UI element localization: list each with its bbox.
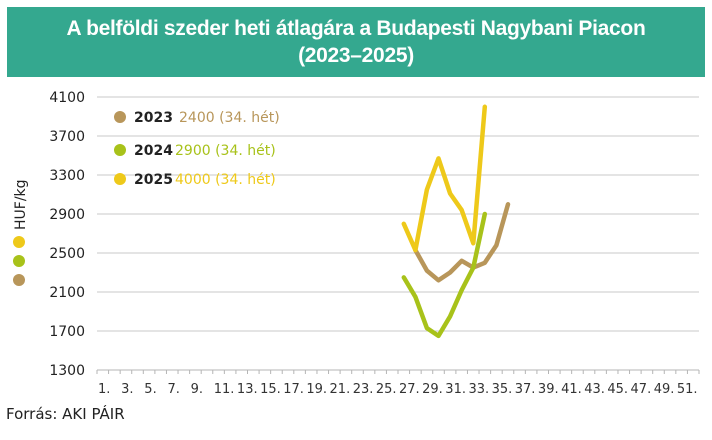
x-tick-label: 47. (631, 382, 652, 397)
y-tick-label: 1300 (49, 363, 85, 379)
x-tick-label: 29. (422, 382, 443, 397)
x-tick-label: 33. (468, 382, 489, 397)
series-line-2025 (401, 104, 488, 253)
legend-value-2024: 2900 (34. hét) (175, 143, 276, 159)
data-series (401, 104, 511, 339)
x-tick-label: 27. (399, 382, 420, 397)
x-tick-label: 39. (538, 382, 559, 397)
x-tick-label: 13. (237, 382, 258, 397)
y-tick-label: 2900 (49, 207, 85, 223)
legend-marker-2024 (114, 144, 126, 156)
gridlines (97, 96, 699, 332)
x-tick-label: 31. (445, 382, 466, 397)
x-tick-label: 7. (167, 382, 179, 397)
series-line-2024 (401, 211, 488, 339)
y-label-color-dot (13, 236, 25, 248)
x-tick-label: 11. (214, 382, 235, 397)
y-axis-label: HUF/kg (13, 179, 29, 286)
x-tick-label: 51. (677, 382, 698, 397)
x-tick-label: 23. (353, 382, 374, 397)
x-tick-label: 19. (306, 382, 327, 397)
x-tick-label: 9. (191, 382, 203, 397)
x-tick-label: 17. (283, 382, 304, 397)
x-tick-label: 25. (376, 382, 397, 397)
x-axis: 1. 3. 5. 7. 9. 11. 13. 15. 17. 19. 21. 23. 25. 27. 29.… (96, 369, 700, 397)
legend: 2023 2400 (34. hét) 2024 2900 (34. hét)2025… (114, 110, 280, 188)
source-note: Forrás: AKI PÁIR (6, 405, 125, 423)
y-tick-label: 2500 (49, 246, 85, 262)
x-tick-label: 1. (98, 382, 110, 397)
legend-marker-2025 (114, 173, 126, 185)
legend-marker-2023 (114, 111, 126, 123)
y-axis-title: HUF/kg (13, 179, 29, 230)
y-tick-label: 1700 (49, 324, 85, 340)
x-tick-label: 45. (607, 382, 628, 397)
legend-value-2025: 4000 (34. hét) (175, 172, 276, 188)
y-tick-label: 4100 (49, 90, 85, 106)
chart-title-bar: A belföldi szeder heti átlagára a Budape… (7, 7, 705, 77)
y-tick-label: 3700 (49, 129, 85, 145)
y-tick-label: 2100 (49, 285, 85, 301)
legend-year-2025: 2025 (134, 172, 173, 188)
legend-year-2024: 2024 (134, 143, 173, 159)
chart-title-line1: A belföldi szeder heti átlagára a Budape… (66, 17, 646, 40)
x-tick-label: 15. (260, 382, 281, 397)
x-tick-label: 43. (584, 382, 605, 397)
y-label-color-dot (13, 274, 25, 286)
x-tick-label: 49. (654, 382, 675, 397)
y-tick-label: 3300 (49, 168, 85, 184)
y-label-color-dot (13, 255, 25, 267)
x-tick-label: 35. (492, 382, 513, 397)
x-tick-label: 3. (121, 382, 133, 397)
legend-year-2023: 2023 (134, 110, 173, 126)
x-tick-label: 5. (144, 382, 156, 397)
y-axis-ticks: 4100 3700 3300 2900 2500 2100 1700 1300 (49, 90, 85, 379)
legend-value-2023: 2400 (34. hét) (179, 110, 280, 126)
x-tick-label: 37. (515, 382, 536, 397)
chart-title-line2: (2023–2025) (298, 44, 414, 67)
x-tick-label: 41. (561, 382, 582, 397)
series-line-2023 (413, 202, 511, 283)
x-tick-label: 21. (330, 382, 351, 397)
